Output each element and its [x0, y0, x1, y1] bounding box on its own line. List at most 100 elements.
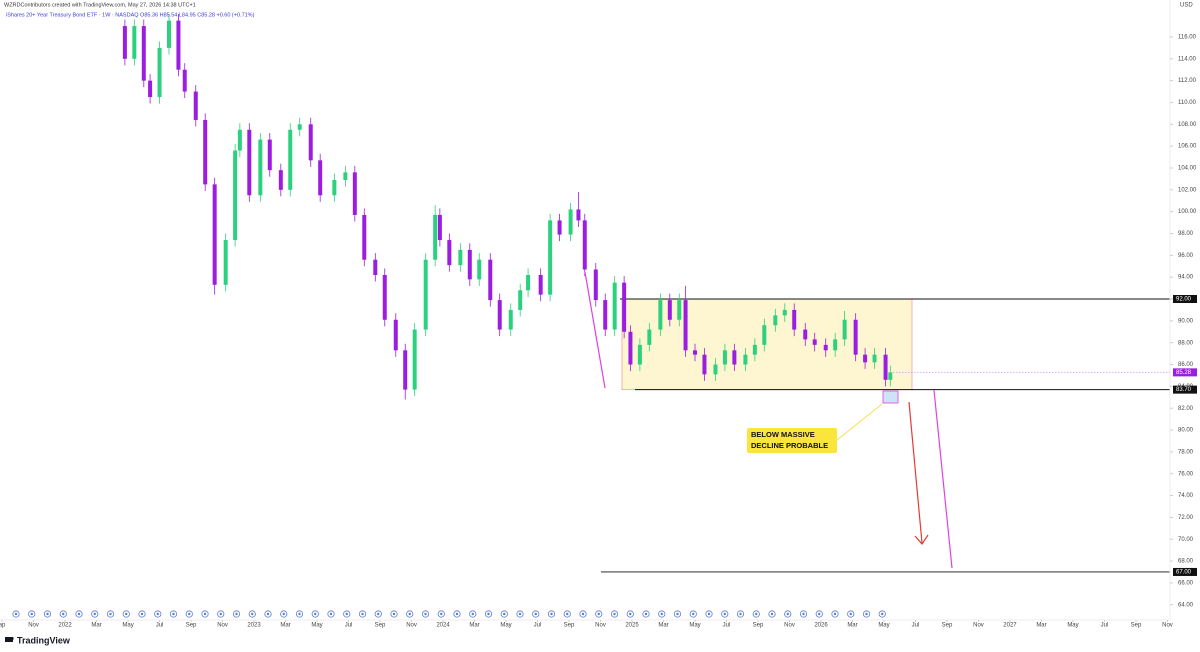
x-tick-label: Sep	[375, 623, 386, 629]
event-marker-dot	[707, 612, 711, 616]
x-tick-label: Nov	[406, 623, 417, 629]
break-box	[882, 390, 899, 404]
event-marker-dot	[739, 612, 742, 616]
event-marker-dot	[723, 612, 726, 616]
event-marker-dot	[251, 612, 254, 616]
candle-body	[488, 259, 493, 301]
event-marker-dot	[849, 612, 852, 616]
candle-body	[603, 300, 608, 330]
event-marker	[484, 610, 493, 618]
last-price-label: 85.28	[1176, 370, 1192, 376]
event-marker-dot	[786, 612, 789, 616]
event-marker	[358, 610, 367, 618]
event-marker-dot	[550, 612, 553, 616]
y-tick-label: 106.00	[1178, 144, 1197, 150]
y-tick-label: 72.00	[1178, 515, 1194, 521]
x-tick-label: Jul	[723, 623, 731, 629]
event-marker	[878, 610, 886, 618]
x-tick-label: Jul	[345, 623, 353, 629]
y-tick-label: 98.00	[1178, 231, 1194, 237]
candle-body	[182, 69, 187, 92]
event-marker-dot	[172, 612, 175, 616]
x-tick-label: Jul	[912, 623, 920, 629]
x-tick-label: Nov	[217, 623, 228, 629]
candle-body	[823, 344, 828, 351]
candle-body	[447, 240, 452, 266]
event-marker	[658, 610, 666, 618]
event-marker	[547, 610, 556, 618]
candle-body	[782, 309, 787, 316]
last-price-tag	[1173, 368, 1197, 377]
candle-body	[833, 339, 838, 351]
x-tick-label: May	[689, 623, 700, 629]
candle-body	[237, 129, 242, 151]
event-marker-dot	[818, 612, 821, 616]
event-marker-dot	[865, 612, 868, 616]
event-marker	[311, 610, 319, 618]
candle-body	[393, 319, 398, 351]
event-marker	[784, 610, 792, 618]
candle-body	[557, 220, 562, 235]
y-tick-label: 104.00	[1178, 166, 1197, 172]
candle-body	[157, 47, 162, 98]
candle-body	[518, 290, 523, 310]
candle-body	[223, 240, 228, 285]
header-credit: WZRDContributors created with TradingVie…	[4, 2, 196, 8]
event-marker-dot	[581, 612, 585, 616]
x-tick-label: Nov	[595, 623, 606, 629]
candle-body	[803, 329, 808, 340]
candle-body	[141, 26, 146, 81]
y-tick-label: 94.00	[1178, 275, 1194, 281]
event-marker	[705, 610, 713, 618]
annotation-box	[747, 428, 837, 453]
event-marker-dot	[156, 612, 159, 616]
candle-body	[288, 129, 293, 190]
candle-body	[842, 319, 847, 340]
y-tick-label: 86.00	[1178, 362, 1194, 368]
event-marker	[232, 610, 241, 618]
y-tick-label: 108.00	[1178, 122, 1197, 128]
brand-logo	[5, 636, 14, 642]
y-tick-label: 82.00	[1178, 406, 1194, 412]
candle-body	[212, 184, 217, 285]
y-tick-label: 90.00	[1178, 318, 1194, 324]
event-marker	[122, 610, 130, 618]
candle-body	[526, 274, 531, 291]
level-label: 92.00	[1176, 297, 1192, 303]
candle-body	[132, 26, 137, 59]
projection-line	[933, 389, 953, 569]
event-marker	[831, 610, 839, 618]
x-tick-label: 2027	[1003, 623, 1017, 629]
candle-body	[713, 364, 718, 375]
x-tick-label: ap	[0, 623, 6, 629]
y-tick-label: 80.00	[1178, 428, 1194, 434]
candle-body	[667, 300, 672, 320]
event-marker	[343, 610, 351, 618]
candle-body	[677, 300, 682, 320]
event-marker	[106, 610, 115, 618]
event-marker-dot	[314, 612, 317, 616]
event-marker-dot	[455, 612, 459, 616]
candle-body	[568, 209, 573, 235]
level-label: 83.70	[1176, 387, 1192, 393]
y-tick-label: 66.00	[1178, 580, 1194, 586]
candle-body	[812, 339, 817, 345]
candle-body	[622, 282, 627, 332]
x-tick-label: 2025	[625, 623, 639, 629]
candle-body	[593, 269, 598, 301]
event-marker-dot	[77, 612, 81, 616]
candle-body	[193, 91, 198, 120]
event-marker-dot	[203, 612, 207, 616]
candle-body	[628, 331, 633, 365]
candle-body	[773, 315, 778, 326]
x-tick-label: Mar	[280, 623, 290, 629]
event-marker-dot	[424, 612, 427, 616]
event-marker	[59, 610, 67, 618]
x-tick-label: 2024	[436, 623, 450, 629]
candle-body	[722, 350, 727, 365]
candle-body	[297, 124, 302, 130]
event-marker	[689, 610, 697, 618]
event-marker	[500, 610, 508, 618]
